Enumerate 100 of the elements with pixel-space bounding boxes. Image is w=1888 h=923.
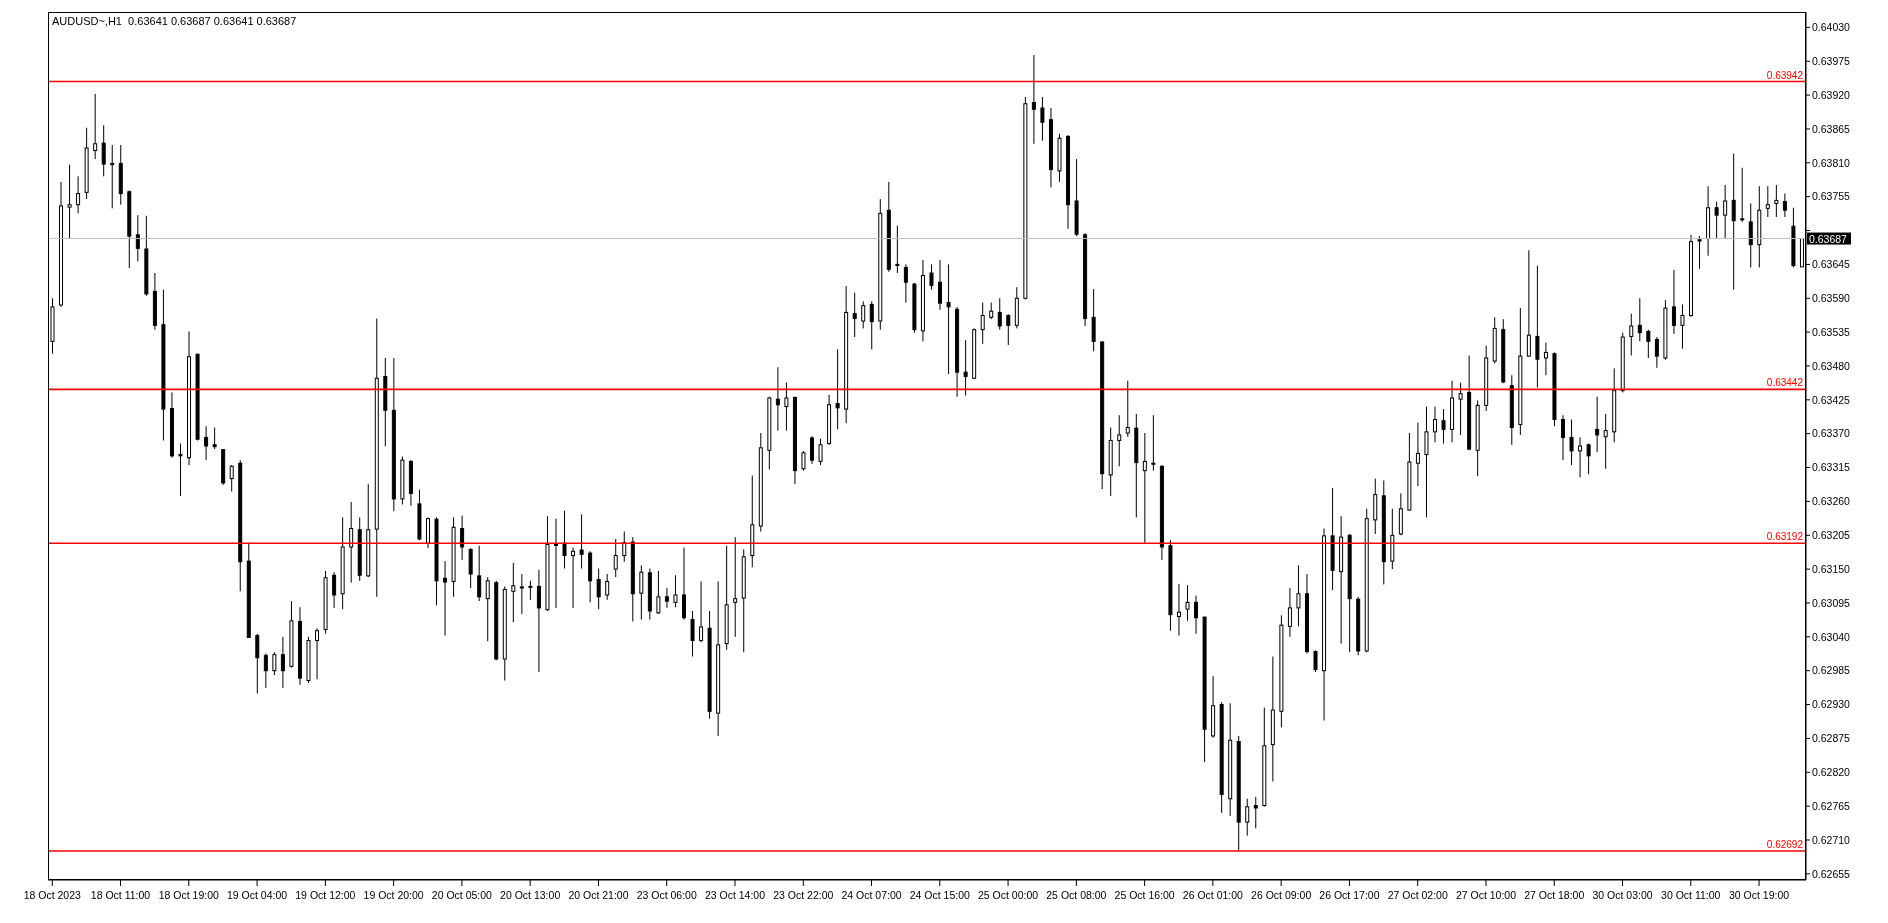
x-tick-label: 23 Oct 22:00 [773,889,834,901]
candlestick [280,636,285,689]
candlestick [485,576,490,642]
candlestick [682,547,686,621]
candlestick [1441,408,1446,445]
y-tick-label: 0.62765 [1812,799,1851,812]
candlestick [332,571,337,609]
x-tick-label: 20 Oct 13:00 [500,889,561,901]
y-tick-label: 0.63095 [1812,596,1851,609]
x-tick-label: 27 Oct 10:00 [1455,889,1517,901]
candlestick [664,587,669,609]
x-tick-label: 20 Oct 21:00 [568,889,629,901]
y-tick-label: 0.63810 [1812,156,1851,169]
candlestick [1176,583,1181,637]
candlestick [1253,796,1258,829]
candlestick [1714,201,1719,239]
y-tick-label: 0.62820 [1812,766,1851,778]
candlestick [1117,414,1122,467]
x-tick-label: 25 Oct 00:00 [978,889,1039,901]
candlestick [733,536,738,638]
candlestick [1125,380,1130,438]
x-tick-label: 23 Oct 06:00 [636,889,697,901]
candlestick [963,339,968,397]
candlestick [460,515,465,561]
x-tick-label: 18 Oct 19:00 [158,889,220,901]
candlestick [553,518,558,609]
candlestick [818,438,823,466]
candlestick [1697,235,1702,270]
candlestick [562,510,567,569]
y-tick-label: 0.64030 [1812,21,1851,34]
candlestick [1740,167,1745,223]
y-tick-label: 0.63315 [1812,461,1851,474]
y-tick-label: 0.62710 [1812,833,1851,846]
y-tick-label: 0.63975 [1812,54,1851,67]
candlestick [1151,414,1156,472]
x-tick-label: 27 Oct 18:00 [1524,889,1585,901]
x-tick-label: 25 Oct 08:00 [1046,889,1107,901]
candlestick [605,573,610,601]
candlestick [699,580,704,643]
candlestick [938,259,943,311]
y-tick-label: 0.63480 [1812,359,1851,372]
candlestick [869,300,874,350]
candlestick [690,610,695,658]
y-tick-label: 0.63040 [1812,630,1851,643]
candlestick [135,214,140,262]
candlestick [229,464,234,493]
candlestick [613,538,618,578]
candlestick [67,164,72,239]
candlestick [929,263,934,291]
candlestick [536,569,541,673]
x-tick-label: 24 Oct 15:00 [909,889,971,901]
candlestick [1194,595,1199,635]
y-tick-label: 0.63755 [1812,190,1851,203]
candlestick [571,547,576,609]
candlestick [1040,96,1045,142]
candlestick [656,570,661,615]
x-tick-label: 30 Oct 11:00 [1661,889,1721,901]
candlestick [1432,406,1437,443]
x-tick-label: 19 Oct 20:00 [363,889,424,901]
ref-line-label: 0.63442 [1766,377,1804,389]
candlestick [895,225,900,274]
candlestick [579,513,584,569]
candlestick [1543,342,1548,376]
candlestick [801,450,806,472]
x-tick-label: 18 Oct 11:00 [90,889,151,901]
x-tick-label: 19 Oct 12:00 [295,889,356,901]
candlestick [1424,406,1429,518]
candlestick [1006,313,1011,346]
candlestick [204,425,209,461]
candlestick [349,501,354,584]
candlestick [1765,185,1770,218]
candlestick [1654,336,1659,369]
candlestick [997,297,1002,331]
candlestick [946,263,951,375]
x-tick-label: 25 Oct 16:00 [1114,889,1175,901]
candlestick [315,627,320,680]
y-tick-label: 0.63645 [1812,258,1851,271]
candlestick [1245,798,1250,837]
x-tick-label: 30 Oct 19:00 [1729,889,1790,901]
candlestick [775,366,780,432]
candlestick [1142,432,1147,544]
candlestick [835,348,840,430]
x-tick-label: 26 Oct 09:00 [1251,889,1312,901]
x-tick-label: 18 Oct 2023 [23,889,82,901]
candlestick [1458,382,1463,436]
candlestick [528,580,533,601]
candlestick [1723,184,1728,239]
x-tick-label: 27 Oct 02:00 [1387,889,1448,901]
candlestick [852,292,857,338]
candlestick [178,443,183,497]
candlestick [519,573,524,615]
candlestick [443,560,448,637]
x-tick-label: 24 Oct 07:00 [841,889,902,901]
candlestick [1748,202,1753,268]
candlestick [101,124,106,177]
y-tick-label: 0.63865 [1812,122,1851,135]
y-tick-label: 0.63425 [1812,393,1851,406]
x-tick-label: 19 Oct 04:00 [227,889,288,901]
ref-line-label: 0.63942 [1766,69,1804,81]
y-tick-label: 0.63260 [1812,495,1851,508]
